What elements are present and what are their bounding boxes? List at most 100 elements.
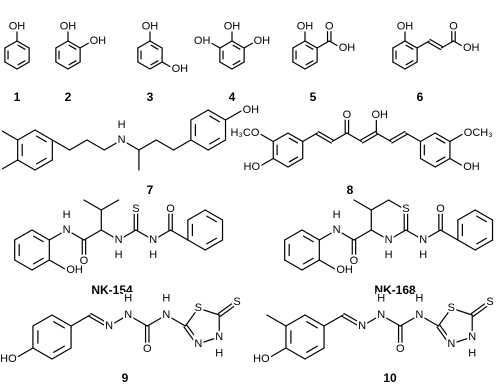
atom-label: OH — [243, 104, 260, 116]
bond — [405, 132, 422, 143]
atom-label: S — [402, 203, 409, 215]
bond — [184, 307, 199, 327]
bond — [138, 139, 157, 151]
double-bond — [88, 315, 109, 329]
atom-label: O — [166, 203, 175, 215]
bond — [0, 129, 19, 141]
ring-bond — [457, 239, 476, 251]
ring-double-bond — [17, 44, 26, 50]
ring-bond — [231, 40, 245, 49]
bond — [197, 336, 220, 345]
ring-double-bond — [435, 156, 446, 163]
atom-label: OH — [336, 264, 353, 276]
atom-label: OH — [463, 161, 480, 173]
bond — [83, 229, 102, 241]
ring-double-bond — [232, 60, 241, 66]
ring-double-bond — [35, 135, 47, 143]
bond — [318, 229, 338, 241]
atom-label: HO — [244, 161, 261, 173]
atom-label: OCH₃ — [464, 127, 493, 139]
compound-label: 2 — [65, 90, 72, 104]
atom-label: OH — [172, 63, 189, 75]
bond — [48, 259, 68, 271]
atom-label: N — [118, 134, 126, 146]
ring-bond — [285, 347, 306, 360]
bond — [100, 199, 120, 211]
ring-bond — [16, 40, 30, 49]
atom-label: N — [149, 234, 157, 246]
bond — [328, 40, 342, 49]
ring-double-bond — [150, 44, 159, 50]
double-bond — [439, 324, 454, 344]
bond — [422, 229, 442, 241]
atom-label: OH — [297, 20, 314, 32]
ring-double-bond — [306, 345, 319, 353]
double-bond — [217, 300, 237, 315]
ring-bond — [304, 40, 318, 49]
bond — [257, 132, 274, 143]
bond — [69, 139, 88, 151]
ring-bond — [207, 109, 227, 121]
bond — [302, 132, 319, 143]
ring-double-bond — [206, 237, 218, 245]
ring-double-bond — [232, 44, 241, 50]
bond — [388, 199, 407, 211]
double-bond — [472, 302, 492, 317]
bond — [361, 314, 382, 327]
bond — [450, 336, 473, 345]
atom-label: H — [215, 348, 223, 360]
compound-label: NK-168 — [374, 283, 416, 297]
ring-double-bond — [288, 156, 299, 163]
bond — [353, 199, 372, 211]
ring-double-bond — [17, 60, 26, 66]
bond — [169, 229, 189, 241]
ring-bond — [51, 314, 72, 327]
bond — [207, 40, 221, 49]
bond — [48, 229, 68, 241]
atom-label: O — [80, 255, 89, 267]
bond — [243, 40, 257, 49]
bond — [152, 229, 172, 241]
ring-bond — [292, 40, 306, 49]
atom-label: HO — [0, 353, 17, 365]
ring-bond — [207, 139, 227, 151]
ring-bond — [304, 314, 325, 327]
atom-label: N — [333, 224, 341, 236]
ring-bond — [419, 157, 436, 168]
bond — [70, 314, 91, 327]
double-bond — [315, 133, 332, 144]
ring-bond — [17, 159, 36, 171]
atom-label: OH — [9, 20, 26, 32]
ring-bond — [434, 157, 451, 168]
bond — [316, 40, 330, 49]
bond — [13, 347, 34, 360]
double-bond — [391, 133, 408, 144]
double-bond — [317, 130, 334, 141]
bond — [266, 347, 287, 360]
ring-double-bond — [35, 157, 47, 165]
atom-label: H — [419, 249, 427, 261]
ring-double-bond — [209, 137, 221, 145]
atom-label: H — [162, 293, 170, 305]
bond — [51, 139, 71, 151]
atom-label: S — [195, 302, 202, 314]
ring-bond — [190, 139, 209, 151]
ring-double-bond — [206, 215, 218, 223]
atom-label: O — [325, 20, 334, 32]
bond — [416, 40, 430, 49]
bond — [418, 314, 439, 327]
double-bond — [341, 315, 362, 329]
double-bond — [90, 312, 111, 326]
atom-label: O — [343, 109, 352, 121]
ring-double-bond — [288, 137, 299, 144]
double-bond — [427, 41, 442, 51]
ring-bond — [392, 40, 406, 49]
ring-bond — [149, 40, 163, 49]
atom-label: H — [115, 249, 123, 261]
ring-double-bond — [53, 321, 66, 329]
bond — [103, 139, 123, 151]
bond — [370, 199, 390, 211]
atom-label: N — [215, 331, 223, 343]
bond — [399, 314, 420, 327]
bond — [388, 229, 407, 241]
